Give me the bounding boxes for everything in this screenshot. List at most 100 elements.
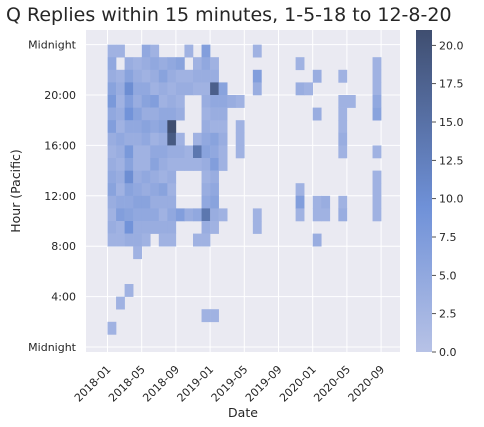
heatmap-cell xyxy=(252,69,262,83)
heatmap-cell xyxy=(218,120,228,134)
y-tick-label: 20:00 xyxy=(44,89,76,102)
x-tick-label: 2019-05 xyxy=(209,363,251,405)
heatmap-cell xyxy=(107,233,117,247)
heatmap-cell xyxy=(150,95,160,108)
heatmap-cell xyxy=(295,183,305,197)
heatmap-cell xyxy=(201,69,211,83)
heatmap-cell xyxy=(312,208,322,222)
heatmap-cell xyxy=(372,183,382,197)
heatmap-cell xyxy=(133,132,142,146)
heatmap-cell xyxy=(312,69,322,83)
heatmap-cell xyxy=(133,246,142,260)
colorbar-tick-label: 10.0 xyxy=(439,193,464,206)
heatmap-cell xyxy=(150,208,160,222)
colorbar-ticks: 0.0 2.5 5.0 7.5 10.0 12.5 15.0 17.5 20.0 xyxy=(432,39,464,359)
heatmap-cell xyxy=(141,120,151,134)
colorbar-tick-label: 20.0 xyxy=(439,39,464,52)
heatmap-cell xyxy=(218,145,228,159)
heatmap-cell xyxy=(158,221,168,234)
heatmap-cell xyxy=(124,195,134,209)
heatmap-cell xyxy=(124,145,134,159)
heatmap-cell xyxy=(338,208,348,222)
heatmap-cell xyxy=(338,95,348,108)
heatmap-cell xyxy=(150,195,160,209)
heatmap-cell xyxy=(201,82,211,96)
heatmap-cell xyxy=(312,107,322,121)
heatmap-cell xyxy=(116,195,125,209)
heatmap-cell xyxy=(295,57,305,71)
heatmap-cell xyxy=(372,69,382,83)
heatmap-cell xyxy=(201,233,211,247)
heatmap-cell xyxy=(235,95,245,108)
heatmap-cell xyxy=(338,195,348,209)
heatmap-cell xyxy=(133,183,142,197)
heatmap-cell xyxy=(133,107,142,121)
heatmap-cell xyxy=(124,284,134,297)
heatmap-cell xyxy=(158,233,168,247)
heatmap-cell xyxy=(184,208,194,222)
heatmap-cell xyxy=(372,82,382,96)
x-axis-ticks: 2018-012018-052018-092019-012019-052019-… xyxy=(72,363,387,405)
heatmap-cell xyxy=(158,132,168,146)
x-tick-label: 2019-01 xyxy=(175,363,217,405)
heatmap-cell xyxy=(133,82,142,96)
heatmap-cell xyxy=(167,107,177,121)
heatmap-cell xyxy=(372,95,382,108)
heatmap-cell xyxy=(175,69,185,83)
x-tick-label: 2019-09 xyxy=(243,363,285,405)
heatmap-cell xyxy=(158,183,168,197)
heatmap-cell xyxy=(124,158,134,171)
x-tick-label: 2020-05 xyxy=(311,363,353,405)
heatmap-cell xyxy=(175,57,185,71)
colorbar-tick-label: 17.5 xyxy=(439,78,464,91)
heatmap-cell xyxy=(175,145,185,159)
colorbar xyxy=(416,30,432,352)
heatmap-cell xyxy=(116,132,125,146)
heatmap-cell xyxy=(184,69,194,83)
heatmap-cell xyxy=(210,82,219,96)
heatmap-cell xyxy=(175,95,185,108)
heatmap-cell xyxy=(201,170,211,184)
heatmap-cell xyxy=(133,57,142,71)
heatmap-cell xyxy=(167,170,177,184)
heatmap-cell xyxy=(107,82,117,96)
colorbar-tick-label: 0.0 xyxy=(439,346,457,359)
heatmap-cell xyxy=(124,183,134,197)
y-axis-label: Hour (Pacific) xyxy=(8,149,23,233)
heatmap-cell xyxy=(372,170,382,184)
colorbar-tick-label: 5.0 xyxy=(439,269,457,282)
heatmap-cell xyxy=(141,158,151,171)
heatmap-cell xyxy=(107,120,117,134)
heatmap-cell xyxy=(193,57,202,71)
heatmap-cell xyxy=(133,69,142,83)
heatmap-cell xyxy=(252,44,262,58)
heatmap-cell xyxy=(193,233,202,247)
heatmap-cell xyxy=(107,145,117,159)
heatmap-cell xyxy=(124,120,134,134)
heatmap-cell xyxy=(107,69,117,83)
heatmap-cell xyxy=(150,107,160,121)
heatmap-cell xyxy=(321,195,331,209)
heatmap-cell xyxy=(107,208,117,222)
heatmap-cell xyxy=(150,158,160,171)
heatmap-cell xyxy=(338,69,348,83)
heatmap-cell xyxy=(184,82,194,96)
heatmap-cell xyxy=(252,208,262,222)
heatmap-cell xyxy=(107,95,117,108)
heatmap-cell xyxy=(133,195,142,209)
heatmap-cell xyxy=(116,69,125,83)
heatmap-cell xyxy=(150,69,160,83)
heatmap-cell xyxy=(193,69,202,83)
heatmap-cell xyxy=(218,82,228,96)
heatmap-cell xyxy=(150,170,160,184)
heatmap-cell xyxy=(193,82,202,96)
heatmap-cell xyxy=(124,57,134,71)
heatmap-cell xyxy=(167,132,177,146)
heatmap-cell xyxy=(201,183,211,197)
heatmap-cell xyxy=(150,44,160,58)
y-tick-label: Midnight xyxy=(28,39,77,52)
heatmap-cell xyxy=(150,221,160,234)
heatmap-cell xyxy=(133,233,142,247)
heatmap-cell xyxy=(210,158,219,171)
